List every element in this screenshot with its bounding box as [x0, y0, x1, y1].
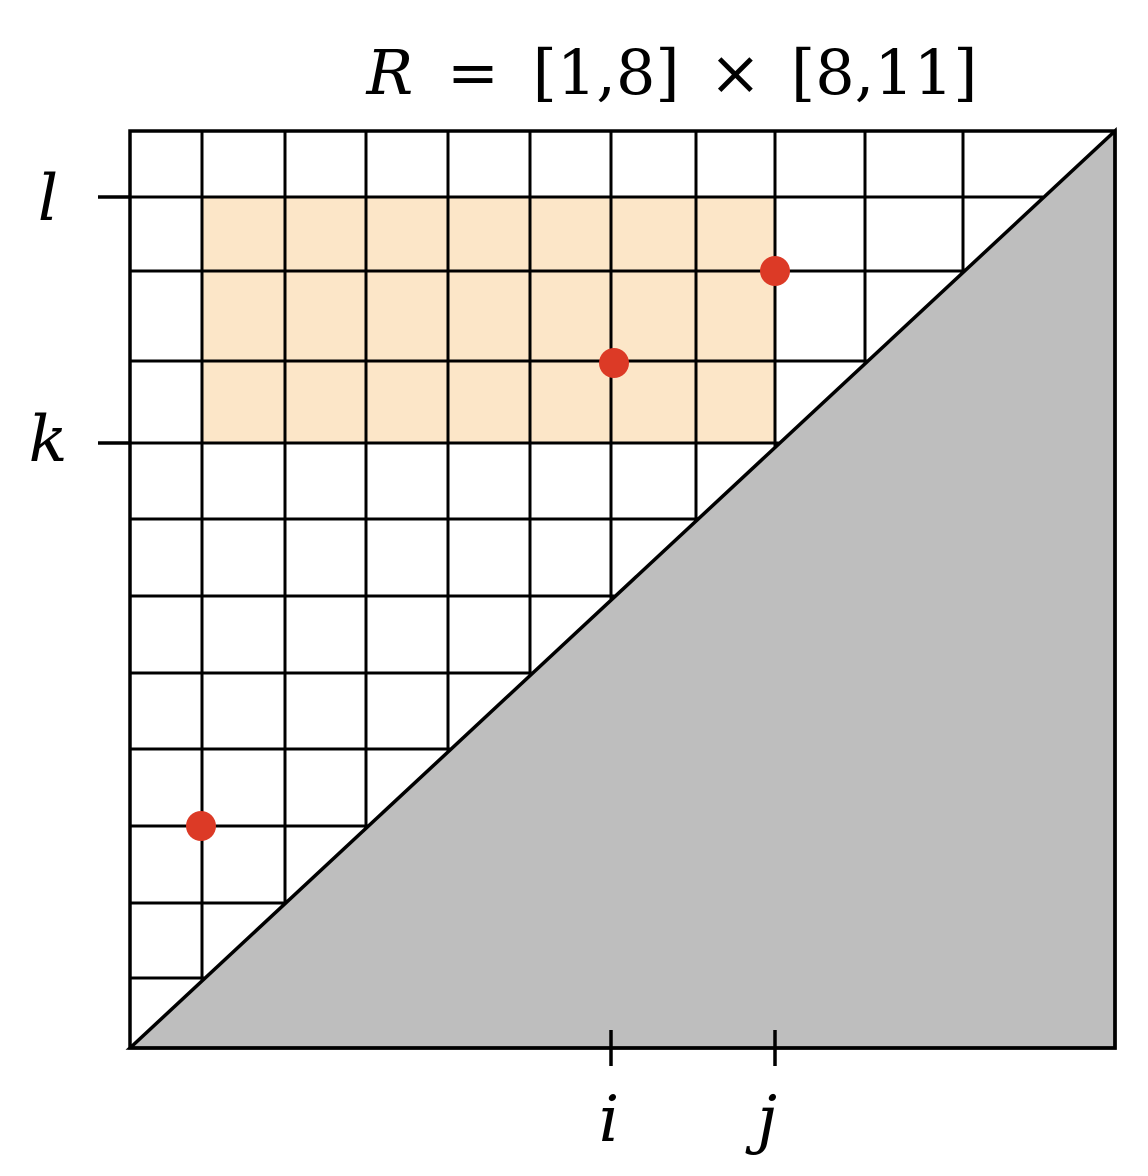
- label-l: l: [38, 162, 58, 236]
- outer-frame: [128, 129, 1117, 1050]
- point-bottom-left: [186, 811, 216, 841]
- point-top-right: [760, 256, 790, 286]
- highlighted-region: [202, 197, 775, 443]
- title: R = [1,8] × [8,11]: [366, 36, 978, 109]
- title-equals: =: [447, 36, 499, 109]
- label-i: i: [599, 1083, 619, 1157]
- title-times: ×: [709, 36, 761, 109]
- title-symbol: R: [366, 36, 414, 109]
- title-interval-b: [8,11]: [791, 36, 977, 109]
- point-middle: [599, 348, 629, 378]
- label-j: j: [745, 1083, 777, 1157]
- title-interval-a: [1,8]: [533, 36, 680, 109]
- label-k: k: [29, 403, 68, 477]
